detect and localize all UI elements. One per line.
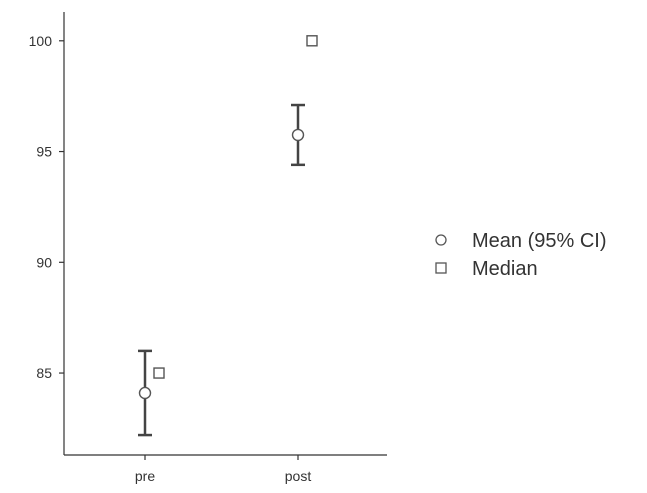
legend-label-mean: Mean (95% CI) [472, 230, 607, 252]
y-ticks: 85 90 95 100 [29, 33, 64, 381]
legend-label-median: Median [472, 258, 538, 280]
legend-item-median: Median [435, 258, 538, 280]
error-bars [138, 103, 305, 437]
y-tick-label: 90 [36, 254, 52, 270]
y-tick-label: 95 [36, 144, 52, 160]
data-markers [138, 35, 318, 400]
legend-circle-icon [435, 234, 447, 246]
legend-item-mean: Mean (95% CI) [435, 230, 607, 252]
median-point-post [306, 35, 318, 47]
mean-point-post [291, 128, 305, 142]
x-tick-label: pre [135, 468, 155, 484]
legend-square-icon [435, 262, 447, 274]
y-tick-label: 85 [36, 365, 52, 381]
median-point-pre [153, 367, 165, 379]
legend: Mean (95% CI) Median [435, 230, 607, 280]
y-tick-label: 100 [29, 33, 53, 49]
axes [63, 12, 387, 456]
mean-point-pre [138, 386, 152, 400]
x-tick-label: post [285, 468, 312, 484]
x-ticks: pre post [135, 455, 311, 484]
